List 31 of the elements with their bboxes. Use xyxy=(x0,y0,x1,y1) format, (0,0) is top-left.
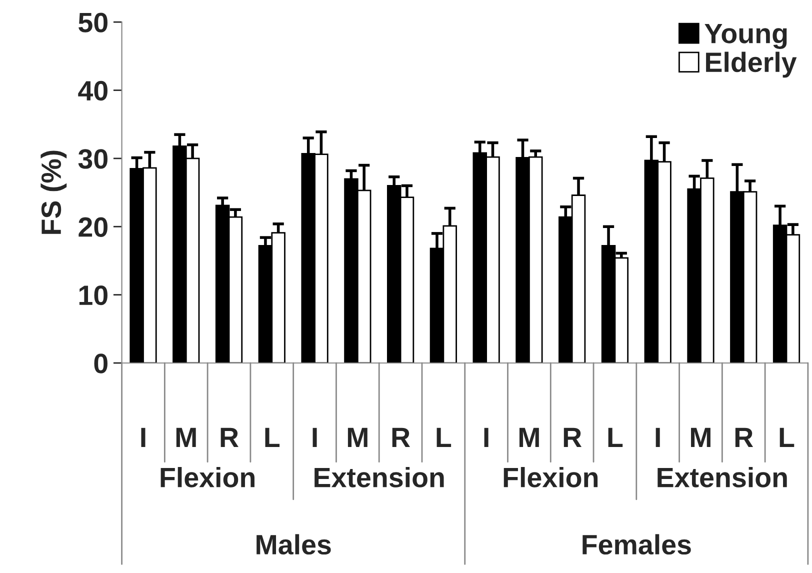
x-tick-label: R xyxy=(735,428,754,448)
y-tick-label: 0 xyxy=(94,354,108,374)
x-tick-label: R xyxy=(392,428,410,448)
x-tick-label: L xyxy=(780,428,794,448)
x-tick-label: M xyxy=(691,428,710,448)
text: Flexion xyxy=(160,466,254,488)
x-tick-label: R xyxy=(220,428,238,448)
x-tick-label: I xyxy=(312,428,317,448)
y-tick-label: 30 xyxy=(78,149,108,169)
text: Flexion xyxy=(504,466,598,488)
x-tick-label: I xyxy=(656,428,660,448)
x-tick-label: M xyxy=(176,428,196,448)
legend-label: Young xyxy=(704,24,787,49)
text: Extension xyxy=(658,466,787,488)
y-tick-label: 10 xyxy=(79,285,108,306)
y-axis-title: FS (%) xyxy=(40,150,67,234)
y-tick-label: 40 xyxy=(78,80,108,101)
y-tick-label: 20 xyxy=(78,217,108,237)
text: Females xyxy=(582,534,691,555)
x-tick-label: R xyxy=(564,428,582,448)
x-tick-label: L xyxy=(608,428,623,448)
text: Males xyxy=(256,534,331,555)
legend-label: Elderly xyxy=(706,52,797,78)
x-tick-label: M xyxy=(348,428,368,448)
x-tick-label: I xyxy=(141,428,146,448)
x-tick-label: M xyxy=(519,428,539,448)
y-tick-label: 50 xyxy=(78,12,108,32)
x-tick-label: L xyxy=(436,428,452,448)
x-tick-label: L xyxy=(265,428,280,448)
text: Extension xyxy=(314,466,444,488)
x-tick-label: I xyxy=(484,428,488,448)
